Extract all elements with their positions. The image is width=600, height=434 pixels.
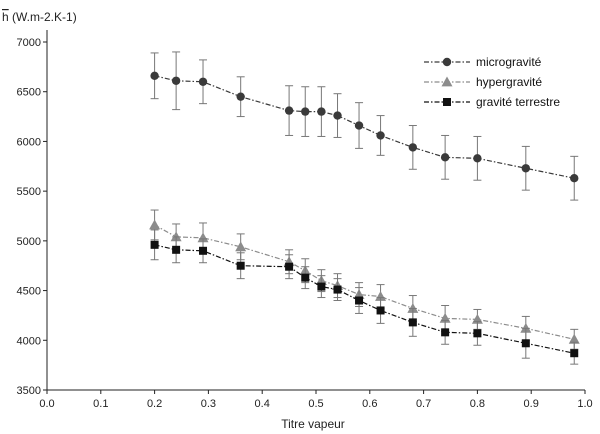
y-axis-title-symbol: h: [2, 10, 9, 24]
data-point: [170, 231, 182, 242]
x-tick-label: 0.0: [39, 398, 54, 410]
legend-item-3: gravité terrestre: [424, 95, 560, 109]
data-point: [407, 302, 419, 313]
data-point: [317, 282, 326, 291]
series-line: [154, 224, 575, 340]
legend-item-2: hypergravité: [424, 75, 542, 89]
legend-label: microgravité: [476, 55, 542, 69]
legend-label: gravité terrestre: [476, 95, 560, 109]
x-tick-label: 0.1: [93, 398, 108, 410]
y-tick-label: 5000: [17, 236, 41, 248]
y-tick-label: 6500: [17, 87, 41, 99]
x-tick-label: 0.2: [147, 398, 162, 410]
series-layer: [149, 51, 580, 365]
series-line: [154, 244, 575, 354]
data-point: [408, 318, 417, 327]
x-tick-label: 0.6: [362, 398, 377, 410]
data-point: [197, 232, 209, 243]
data-point: [171, 76, 181, 85]
data-point: [521, 339, 530, 348]
data-point: [284, 106, 294, 115]
data-point: [333, 111, 342, 120]
data-point: [473, 154, 482, 163]
y-tick-label: 7000: [17, 37, 41, 49]
data-point: [333, 285, 342, 294]
legend: microgravité hypergravité gravité terrestr…: [424, 55, 560, 109]
data-point: [285, 262, 294, 271]
data-point: [301, 273, 310, 282]
data-point: [443, 98, 451, 106]
data-point: [375, 291, 387, 301]
data-point: [570, 349, 579, 358]
data-point: [521, 164, 531, 173]
data-point: [172, 245, 181, 254]
data-point: [440, 153, 450, 162]
data-point: [441, 328, 450, 337]
legend-label: hypergravité: [476, 75, 542, 89]
data-point: [354, 121, 364, 130]
data-point: [355, 296, 364, 305]
data-point: [301, 107, 310, 116]
x-tick-label: 0.8: [470, 398, 485, 410]
data-point: [198, 77, 208, 86]
y-tick-label: 5500: [17, 186, 41, 198]
data-point: [149, 219, 161, 230]
x-axis-title: Titre vapeur: [281, 417, 345, 431]
y-axis-title: h (W.m-2.K-1): [2, 10, 77, 24]
y-axis-title-units: (W.m-2.K-1): [9, 10, 77, 24]
data-point: [150, 71, 159, 81]
data-point: [199, 246, 208, 255]
ticks: 0.0 0.1 0.2 0.3 0.4 0.5 0.6 0.7 0.8 0.9 1.0 3500 400…: [17, 37, 593, 410]
y-tick-label: 4000: [17, 335, 41, 347]
data-point: [473, 329, 482, 338]
series-2: [149, 209, 580, 350]
data-point: [520, 322, 532, 333]
series-line: [154, 75, 575, 179]
x-tick-label: 0.9: [524, 398, 539, 410]
y-tick-label: 4500: [17, 286, 41, 298]
data-point: [408, 143, 418, 152]
data-point: [150, 240, 159, 249]
data-point: [235, 241, 247, 252]
legend-item-1: microgravité: [424, 55, 542, 69]
series-1: [150, 51, 579, 201]
x-tick-label: 0.7: [416, 398, 431, 410]
x-tick-label: 0.5: [308, 398, 323, 410]
data-point: [568, 333, 580, 344]
data-point: [236, 261, 245, 270]
data-point: [236, 92, 245, 101]
data-point: [442, 57, 452, 67]
data-point: [441, 76, 453, 87]
y-tick-label: 6000: [17, 136, 41, 148]
y-tick-label: 3500: [17, 385, 41, 397]
data-point: [317, 107, 326, 116]
x-tick-label: 0.4: [255, 398, 270, 410]
data-point: [376, 131, 385, 140]
data-point: [570, 174, 579, 183]
x-tick-label: 0.3: [201, 398, 216, 410]
x-tick-label: 1.0: [577, 398, 592, 410]
series-3: [150, 229, 579, 365]
data-point: [376, 306, 385, 315]
